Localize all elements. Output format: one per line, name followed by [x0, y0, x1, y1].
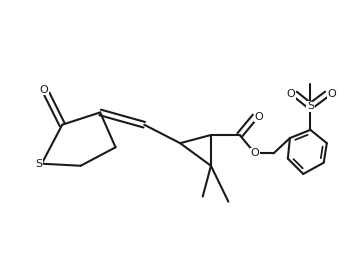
Text: S: S [35, 159, 42, 169]
Text: O: O [255, 112, 263, 121]
Text: O: O [328, 89, 336, 99]
Text: O: O [287, 89, 295, 99]
Text: O: O [251, 149, 260, 159]
Text: S: S [307, 101, 314, 111]
Text: O: O [40, 85, 48, 95]
